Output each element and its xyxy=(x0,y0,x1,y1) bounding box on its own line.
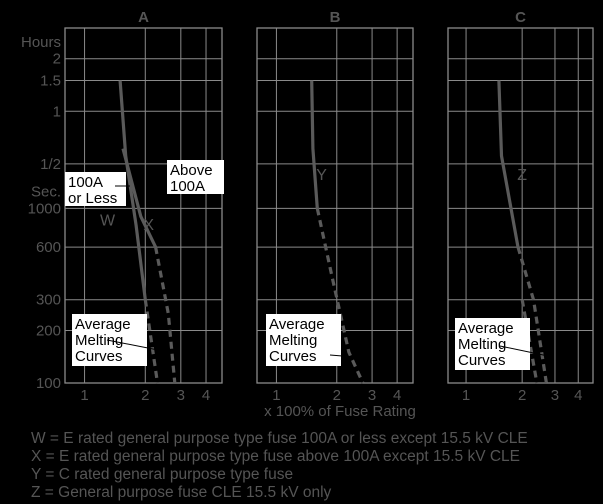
panel-title: A xyxy=(138,9,149,26)
legend-line-z: Z = General purpose fuse CLE 15.5 kV onl… xyxy=(31,484,332,501)
x-tick-label: 4 xyxy=(202,387,210,404)
annotation-leader-line xyxy=(499,345,549,357)
average-melting-label-b-text: Average xyxy=(269,316,325,333)
y-tick-label: 1000 xyxy=(28,200,61,217)
x-tick-label: 2 xyxy=(141,387,149,404)
y-tick-label: 200 xyxy=(36,322,61,339)
melting-curve xyxy=(121,148,158,248)
panel-title: B xyxy=(330,9,341,26)
average-melting-label-a-text: Melting xyxy=(75,332,123,349)
above-100a-label-text: Above xyxy=(170,162,213,179)
above-100a-label-text: 100A xyxy=(170,178,205,195)
x-tick-label: 1 xyxy=(462,387,470,404)
above-100a-label-box xyxy=(167,160,224,194)
x-tick-label: 2 xyxy=(518,387,526,404)
average-melting-label-b-box xyxy=(266,314,341,366)
series-label: Z xyxy=(517,167,527,184)
x-tick-label: 3 xyxy=(368,387,376,404)
average-melting-label-b-text: Melting xyxy=(269,332,317,349)
y-axis-label-hours: Hours xyxy=(21,34,61,51)
series-label: Y xyxy=(316,167,327,184)
y-tick-label: 100 xyxy=(36,375,61,392)
melting-curve xyxy=(310,80,319,209)
legend-line-x: X = E rated general purpose type fuse ab… xyxy=(31,448,521,465)
annotation-leader-line xyxy=(106,339,159,351)
y-axis-label-sec: Sec. xyxy=(31,183,61,200)
less-100a-label-text: or Less xyxy=(68,190,117,207)
less-100a-label-text: 100A xyxy=(68,174,103,191)
melting-curves-chart: 1 2 3 4A1 2 3 4B1 2 3 4CHours21.511/2100060030020… xyxy=(21,9,594,420)
average-melting-label-a-text: Average xyxy=(75,316,131,333)
y-tick-label: 1 xyxy=(53,103,61,120)
average-melting-label-c-box xyxy=(455,318,530,370)
y-tick-label: 2 xyxy=(53,51,61,68)
average-melting-label-c-text: Melting xyxy=(458,336,506,353)
x-tick-label: 1 xyxy=(80,387,88,404)
x-tick-label: 4 xyxy=(393,387,401,404)
less-100a-label-box xyxy=(65,172,126,206)
y-tick-label: 1.5 xyxy=(40,73,61,90)
x-tick-label: 1 xyxy=(272,387,280,404)
series-label: X xyxy=(143,217,154,234)
average-melting-label-c-text: Curves xyxy=(458,352,506,369)
legend-line-y: Y = C rated general purpose type fuse xyxy=(31,466,294,483)
x-tick-label: 3 xyxy=(177,387,185,404)
series-label: W xyxy=(100,212,116,229)
melting-curve xyxy=(154,246,177,384)
melting-curve xyxy=(497,80,520,248)
average-melting-label-c-text: Average xyxy=(458,320,514,337)
panel-title: C xyxy=(515,9,526,26)
y-tick-label: 300 xyxy=(36,292,61,309)
x-tick-label: 2 xyxy=(333,387,341,404)
x-tick-label: 4 xyxy=(574,387,582,404)
legend-line-w: W = E rated general purpose type fuse 10… xyxy=(31,430,528,447)
x-axis-title: x 100% of Fuse Rating xyxy=(264,403,416,420)
x-tick-label: 3 xyxy=(551,387,559,404)
melting-curve xyxy=(118,80,147,300)
y-tick-label: 600 xyxy=(36,239,61,256)
average-melting-label-b-text: Curves xyxy=(269,348,317,365)
annotation-leader-line xyxy=(329,354,368,359)
melting-curve xyxy=(143,299,160,384)
average-melting-label-a-text: Curves xyxy=(75,348,123,365)
y-tick-label: 1/2 xyxy=(40,156,61,173)
